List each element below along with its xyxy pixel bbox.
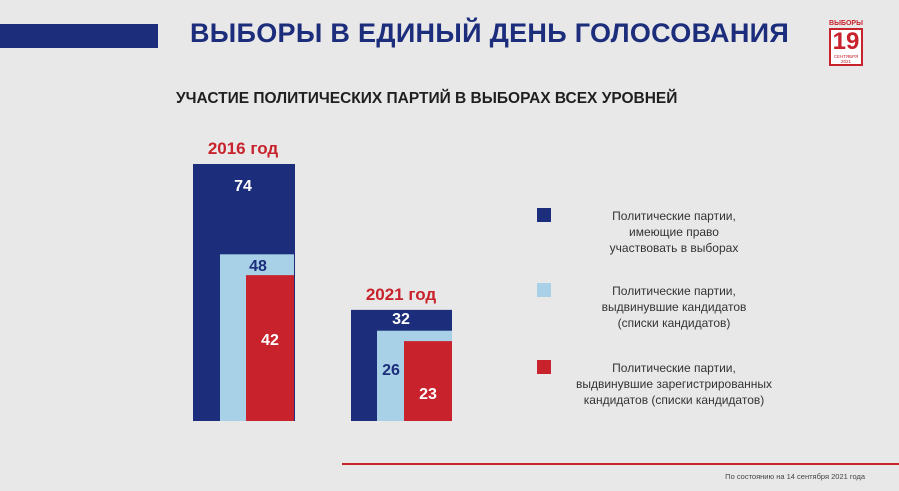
legend-swatch [537,208,551,222]
bar-value-label: 23 [419,386,437,403]
bar-value-label: 32 [392,311,410,328]
year-label: 2021 год [366,285,437,304]
logo-top-text: ВЫБОРЫ [829,20,863,27]
logo-number: 19 [832,28,860,55]
header-accent-bar [0,24,158,48]
page-title: ВЫБОРЫ В ЕДИНЫЙ ДЕНЬ ГОЛОСОВАНИЯ [190,18,790,48]
bar-2021-series-3 [404,341,452,421]
bar-2016-series-3 [246,275,294,421]
legend-label-line: (списки кандидатов) [617,316,731,330]
chart-subtitle: УЧАСТИЕ ПОЛИТИЧЕСКИХ ПАРТИЙ В ВЫБОРАХ ВС… [176,90,678,107]
legend-label-line: имеющие право [629,225,719,239]
legend-label-line: Политические партии, [612,284,736,298]
legend-label-line: участвовать в выборах [609,241,739,255]
legend-label: Политические партии, имеющие право участво… [559,208,789,256]
legend-label-line: выдвинувшие зарегистрированных [575,377,773,391]
legend-swatch [537,360,551,374]
legend-label: Политические партии, выдвинувшие кандидат… [559,283,789,331]
bar-value-label: 74 [234,178,252,195]
legend-label-line: Политические партии, [612,361,736,375]
logo-box: 19 СЕНТЯБРЯ 2021 [829,28,863,66]
bottom-divider [342,463,899,465]
legend-label: Политические партии, выдвинувшие зарегист… [559,360,789,408]
bar-value-label: 48 [249,258,267,275]
legend-label-line: Политические партии, [612,209,736,223]
bar-value-label: 26 [382,362,400,379]
bar-value-label: 42 [261,332,279,349]
year-label: 2016 год [208,139,279,158]
legend-swatch [537,283,551,297]
chart-legend: Политические партии, имеющие право участво… [537,0,797,491]
legend-label-line: кандидатов (списки кандидатов) [583,393,765,407]
elections-logo: ВЫБОРЫ 19 СЕНТЯБРЯ 2021 [826,19,866,71]
legend-label-line: выдвинувшие кандидатов [601,300,747,314]
logo-subtext: СЕНТЯБРЯ 2021 [833,54,859,64]
footnote: По состоянию на 14 сентября 2021 года [725,472,865,481]
